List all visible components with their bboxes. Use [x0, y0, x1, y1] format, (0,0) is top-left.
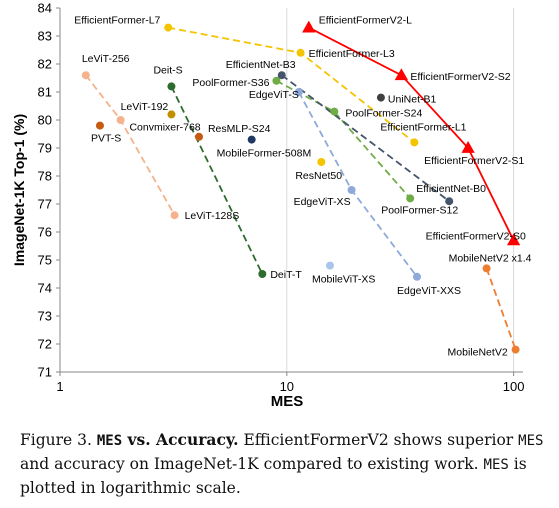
y-tick-label: 79: [38, 141, 52, 156]
point-efficientformer-l7: [164, 23, 173, 32]
y-tick-label: 73: [38, 309, 52, 324]
point-deit-t: [258, 270, 267, 278]
point-mobilevit-xs: [325, 261, 334, 270]
label-efficientformerv2-l: EfficientFormerV2-L: [319, 15, 412, 27]
point-levit-256: [81, 71, 90, 80]
point-edgevit-s: [294, 88, 303, 96]
label-deit-s: Deit-S: [153, 64, 182, 76]
point-mobileformer-508m: [247, 135, 256, 144]
x-tick-label: 100: [503, 379, 525, 394]
point-poolformer-s24: [330, 107, 339, 116]
point-efficientformer-l3: [296, 48, 305, 57]
label-levit-128s: LeViT-128S: [185, 210, 240, 222]
x-tick-label: 10: [280, 379, 294, 394]
label-resnet50: ResNet50: [295, 170, 342, 182]
label-pvt-s: PVT-S: [91, 133, 121, 145]
point-resmlp-s24: [194, 132, 203, 141]
y-tick-label: 81: [38, 85, 52, 100]
label-edgevit-xxs: EdgeViT-XXS: [397, 285, 461, 297]
point-poolformer-s12: [406, 194, 415, 203]
y-tick-label: 75: [38, 253, 52, 268]
label-mobilenetv2-x1-4: MobileNetV2 x1.4: [449, 252, 532, 264]
label-efficientformerv2-s2: EfficientFormerV2-S2: [410, 71, 510, 83]
label-efficientformer-l3: EfficientFormer-L3: [309, 48, 395, 60]
mes-vs-accuracy-chart: 71 72 73 74 75 76 77 78 79 80 81 82 83 84 1 10 100 Effic…: [11, 1, 532, 411]
point-efficientformerv2-s2: [394, 68, 409, 81]
label-uninet-b1: UniNet-B1: [388, 94, 437, 106]
label-mobilenetv2: MobileNetV2: [448, 347, 508, 359]
label-edgevit-xs: EdgeViT-XS: [294, 196, 351, 208]
point-efficientformerv2-l: [302, 20, 316, 33]
label-levit-256: LeViT-256: [82, 53, 130, 65]
caption-title: vs. Accuracy.: [122, 430, 239, 449]
point-poolformer-s36: [272, 76, 281, 85]
label-efficientnet-b3: EfficientNet-B3: [226, 59, 296, 71]
point-uninet-b1: [376, 93, 385, 102]
caption-title-mes: MES: [96, 433, 123, 449]
y-tick-label: 84: [38, 1, 52, 16]
grid-lines: [286, 8, 515, 372]
point-levit-128s: [170, 211, 179, 220]
label-poolformer-s24: PoolFormer-S24: [345, 108, 422, 120]
x-tick-label: 1: [56, 379, 63, 394]
caption-prefix: Figure 3.: [20, 431, 97, 449]
figure-caption: Figure 3. MES vs. Accuracy. EfficientFor…: [20, 428, 554, 500]
point-levit-192: [116, 116, 125, 124]
label-levit-192: LeViT-192: [121, 101, 169, 113]
axes: 71 72 73 74 75 76 77 78 79 80 81 82 83 84 1 10 100: [38, 1, 525, 395]
label-mobileformer-508m: MobileFormer-508M: [217, 148, 312, 160]
label-efficientnet-b0: EfficientNet-B0: [416, 183, 486, 195]
caption-text-3: is plotted in logarithmic scale.: [20, 455, 527, 497]
y-tick-label: 83: [38, 29, 52, 44]
caption-mes-2: MES: [483, 457, 509, 473]
label-efficientformer-l1: EfficientFormer-L1: [380, 121, 466, 133]
label-deit-t: DeiT-T: [270, 269, 302, 281]
y-tick-label: 72: [38, 337, 52, 352]
point-efficientnet-b3: [277, 71, 286, 80]
point-efficientformer-l1: [410, 138, 419, 147]
y-tick-label: 78: [38, 169, 52, 184]
point-mobilenetv2: [511, 345, 520, 354]
point-edgevit-xs: [347, 186, 356, 194]
label-poolformer-s36: PoolFormer-S36: [192, 77, 269, 89]
point-mobilenetv2-x1-4: [482, 264, 491, 273]
label-edgevit-s: EdgeViT-S: [249, 89, 299, 101]
point-resnet50: [317, 158, 326, 166]
label-resmlp-s24: ResMLP-S24: [208, 123, 271, 135]
series-line-levit: [85, 74, 176, 216]
x-axis-label: MES: [271, 393, 304, 410]
label-efficientformer-l7: EfficientFormer-L7: [74, 15, 160, 27]
data-points: [81, 20, 521, 354]
y-tick-label: 77: [38, 197, 52, 212]
point-pvt-s: [95, 121, 104, 130]
label-efficientformerv2-s1: EfficientFormerV2-S1: [424, 155, 524, 167]
point-edgevit-xxs: [412, 272, 421, 281]
point-efficientformerv2-s0: [506, 233, 521, 246]
caption-text-1: EfficientFormerV2 shows superior: [238, 431, 519, 449]
y-tick-label: 71: [38, 365, 52, 380]
point-efficientformerv2-s1: [461, 141, 475, 153]
point-efficientnet-b0: [445, 197, 454, 206]
caption-mes-1: MES: [518, 433, 544, 449]
label-convmixer-768: Convmixer-768: [129, 121, 200, 133]
label-efficientformerv2-s0: EfficientFormerV2-S0: [426, 230, 526, 242]
label-mobilevit-xs: MobileViT-XS: [312, 274, 375, 286]
series-line-deit: [170, 86, 264, 275]
y-tick-label: 80: [38, 113, 52, 128]
label-poolformer-s12: PoolFormer-S12: [381, 204, 458, 216]
y-tick-label: 82: [38, 57, 52, 72]
caption-text-2: and accuracy on ImageNet-1K compared to …: [20, 455, 484, 473]
y-tick-label: 74: [38, 281, 52, 296]
point-convmixer-768: [167, 110, 176, 119]
y-tick-label: 76: [38, 225, 52, 240]
series-line-efficientformerv2: [308, 26, 515, 241]
point-deit-s: [167, 82, 176, 91]
point-labels: EfficientFormerV2-L EfficientFormerV2-S2 E…: [74, 15, 531, 359]
series-line-efficientnet: [281, 74, 450, 202]
y-axis-label: ImageNet-1K Top-1 (%): [11, 114, 27, 266]
series-line-edgevit: [298, 91, 418, 278]
series-line-mobilenetv2: [485, 268, 517, 350]
